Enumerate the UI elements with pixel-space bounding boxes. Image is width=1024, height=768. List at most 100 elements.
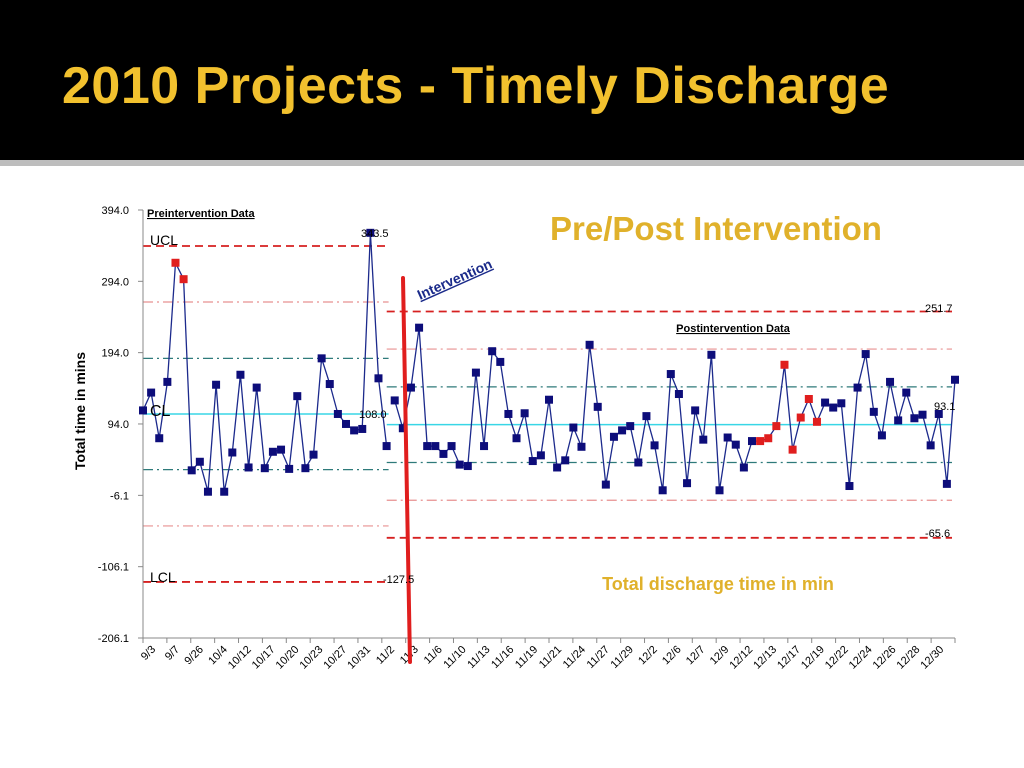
cl-label: CL [150, 403, 171, 420]
post-data-point [496, 357, 505, 366]
post-data-point [877, 431, 886, 440]
intervention-line [401, 276, 412, 664]
x-tick-label: 9/3 [139, 644, 158, 663]
x-tick-label: 12/17 [775, 644, 803, 672]
pre-data-point [179, 275, 188, 284]
post-data-point [804, 395, 813, 404]
post-data-point [618, 426, 627, 435]
pre-data-point [309, 450, 318, 459]
slide-title: 2010 Projects - Timely Discharge [62, 57, 890, 115]
post-ucl-value: 251.7 [925, 303, 953, 315]
post-data-point [853, 383, 862, 392]
post-data-point [796, 413, 805, 422]
post-data-point [910, 414, 919, 423]
pre-data-point [260, 464, 269, 473]
post-cl-value: 93.1 [934, 401, 955, 413]
post-data-point [902, 388, 911, 397]
x-tick-label: 11/19 [513, 644, 540, 671]
pre-ucl-value: 343.5 [361, 228, 389, 240]
x-tick-label: 11/27 [585, 644, 612, 671]
post-data-point [488, 347, 497, 356]
slide-header: 2010 Projects - Timely Discharge [0, 0, 1024, 160]
header-divider [0, 160, 1024, 166]
pre-data-point [277, 445, 286, 454]
x-tick-label: 11/13 [465, 644, 492, 671]
y-ticks: 394.0 294.0 194.0 94.0 -6.1 -106.1 -206.1 [98, 205, 143, 645]
post-data-point [926, 441, 935, 450]
pre-data-point [244, 463, 253, 472]
bottom-caption: Total discharge time in min [602, 574, 834, 594]
pre-data-point [285, 464, 294, 473]
post-data-point [756, 437, 765, 446]
post-data-point [942, 479, 951, 488]
post-data-point [869, 407, 878, 416]
post-data-point [480, 442, 489, 451]
pre-data-point [366, 228, 375, 237]
x-tick-label: 10/31 [345, 644, 373, 672]
x-tick-label: 12/26 [871, 644, 899, 672]
post-data-point [504, 409, 513, 418]
post-data-point [512, 434, 521, 443]
x-tick-label: 11/2 [374, 644, 397, 667]
x-tick-label: 11/21 [537, 644, 564, 671]
y-tick-label: 194.0 [101, 348, 129, 360]
post-data-point [886, 377, 895, 386]
post-data-point [431, 442, 440, 451]
pre-data-point [155, 434, 164, 443]
post-data-point [569, 423, 578, 432]
pre-data-point [139, 406, 147, 415]
pre-data-point [163, 377, 172, 386]
pre-data-point [268, 447, 277, 456]
pre-data-point [350, 426, 359, 435]
post-data-point [780, 360, 789, 369]
x-tick-label: 12/13 [751, 644, 779, 672]
pre-data-point [325, 380, 334, 389]
post-data-point [821, 398, 830, 407]
post-data-point [788, 445, 797, 454]
pre-data-point [382, 442, 391, 451]
control-chart: 394.0 294.0 194.0 94.0 -6.1 -106.1 -206.1 9/3 9… [72, 205, 959, 672]
pre-data-point [301, 464, 310, 473]
series-lines [142, 232, 956, 492]
intervention-label: Intervention [415, 256, 495, 303]
post-data-point [715, 486, 724, 495]
post-data-point [683, 479, 692, 488]
x-ticks: 9/3 9/7 9/26 10/410/1210/1710/2010/2310/271… [139, 638, 956, 672]
x-tick-label: 10/12 [226, 644, 254, 672]
post-data-point [951, 375, 959, 384]
post-data-point [731, 440, 740, 449]
x-tick-label: 10/27 [321, 644, 349, 672]
post-data-point [463, 462, 472, 471]
post-data-point [748, 437, 756, 446]
post-data-point [691, 406, 700, 415]
post-data-point [447, 442, 456, 451]
post-data-point [861, 350, 870, 359]
pre-data-point [293, 392, 302, 401]
post-data-point [626, 422, 635, 431]
post-data-point [545, 395, 553, 404]
post-intervention-label: Postintervention Data [676, 323, 791, 335]
post-data-point [528, 457, 537, 466]
post-data-point [918, 410, 927, 419]
post-data-point [577, 442, 586, 451]
post-data-point [423, 442, 432, 451]
pre-intervention-label: Preintervention Data [147, 208, 255, 220]
x-tick-label: 12/12 [727, 644, 755, 672]
chart-title: Pre/Post Intervention [550, 210, 882, 247]
y-tick-label: -106.1 [98, 562, 129, 574]
post-data-point [561, 456, 570, 465]
y-tick-label: 94.0 [108, 419, 129, 431]
post-data-point [585, 340, 594, 349]
post-data-point [553, 463, 562, 472]
post-data-point [764, 434, 773, 443]
post-data-point [658, 486, 667, 495]
pre-data-point [195, 457, 204, 466]
post-data-point [723, 433, 732, 442]
x-tick-label: 11/10 [441, 644, 468, 671]
post-data-point [439, 449, 448, 458]
x-tick-label: 12/2 [636, 644, 660, 668]
post-data-point [699, 435, 708, 444]
x-tick-label: 11/24 [561, 644, 588, 671]
post-data-point [471, 368, 480, 377]
post-data-point [837, 399, 846, 408]
